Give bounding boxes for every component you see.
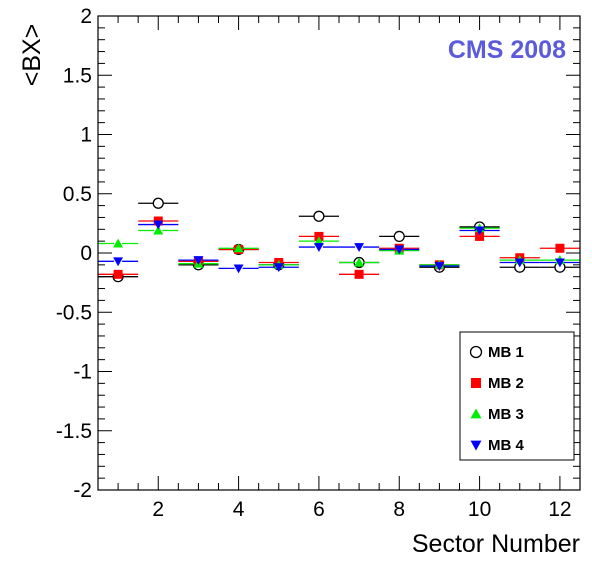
marker-triangle-down: [313, 243, 324, 253]
marker-triangle-down: [273, 263, 284, 273]
y-tick-label: 2: [80, 5, 92, 28]
y-axis-title: <BX>: [18, 24, 46, 87]
legend-entry: MB 3: [470, 406, 524, 423]
marker-triangle-down: [153, 220, 164, 230]
plot-frame: [97, 15, 581, 491]
marker-triangle-down: [354, 243, 365, 253]
x-tick-label: 4: [233, 498, 245, 521]
legend-entry: MB 4: [470, 437, 524, 454]
data-series: [98, 197, 580, 283]
marker-triangle-up: [354, 257, 365, 267]
y-tick-label: 0: [80, 242, 92, 265]
legend: MB 1 MB 2 MB 3 MB 4: [459, 331, 575, 461]
x-tick-label: 10: [468, 498, 491, 521]
marker-triangle-up: [233, 243, 244, 253]
x-tick-label: 12: [548, 498, 571, 521]
y-tick-label: -1: [73, 361, 92, 384]
legend-entry: MB 1: [469, 344, 524, 361]
legend-label: MB 3: [488, 406, 524, 423]
marker-triangle-up: [313, 236, 324, 246]
cms-2008-annotation: CMS 2008: [448, 36, 566, 64]
series-mb-4: [98, 220, 580, 274]
marker-open-circle: [469, 345, 483, 359]
marker-triangle-down: [514, 258, 525, 268]
y-tick-label: 1: [80, 124, 92, 147]
y-tick-label: -1.5: [56, 420, 92, 443]
marker-triangle-down: [470, 440, 482, 451]
x-tick-label: 6: [313, 498, 325, 521]
legend-label: MB 2: [488, 375, 524, 392]
y-tick-label: -2: [73, 479, 92, 502]
marker-triangle-down: [193, 256, 204, 266]
marker-square: [475, 231, 485, 241]
marker-triangle-down: [434, 262, 445, 271]
marker-triangle-up: [113, 238, 124, 248]
marker-triangle-down: [474, 226, 485, 236]
marker-square: [354, 269, 364, 279]
marker-square: [555, 243, 565, 253]
tick-labels: 2 1.5 1 0.5 0 -0.5 -1 -1.5 -2 2 4 6 8 10 12: [56, 5, 572, 521]
x-tick-label: 2: [152, 498, 164, 521]
marker-square: [113, 269, 123, 279]
marker-open-circle: [152, 197, 164, 209]
marker-open-circle: [313, 210, 325, 222]
legend-label: MB 4: [488, 437, 524, 454]
marker-square: [471, 378, 481, 388]
x-tick-label: 8: [393, 498, 405, 521]
legend-label: MB 1: [488, 344, 524, 361]
x-axis-title: Sector Number: [412, 530, 580, 558]
y-tick-label: -0.5: [56, 301, 92, 324]
marker-triangle-up: [470, 408, 482, 419]
marker-triangle-down: [233, 264, 244, 274]
legend-entry: MB 2: [471, 375, 524, 392]
marker-triangle-down: [113, 257, 124, 267]
y-tick-label: 0.5: [63, 183, 92, 206]
marker-triangle-down: [554, 258, 565, 268]
marker-triangle-down: [394, 245, 405, 255]
marker-open-circle: [393, 230, 405, 243]
y-tick-label: 1.5: [63, 64, 92, 87]
marker-triangle-up: [153, 225, 164, 235]
